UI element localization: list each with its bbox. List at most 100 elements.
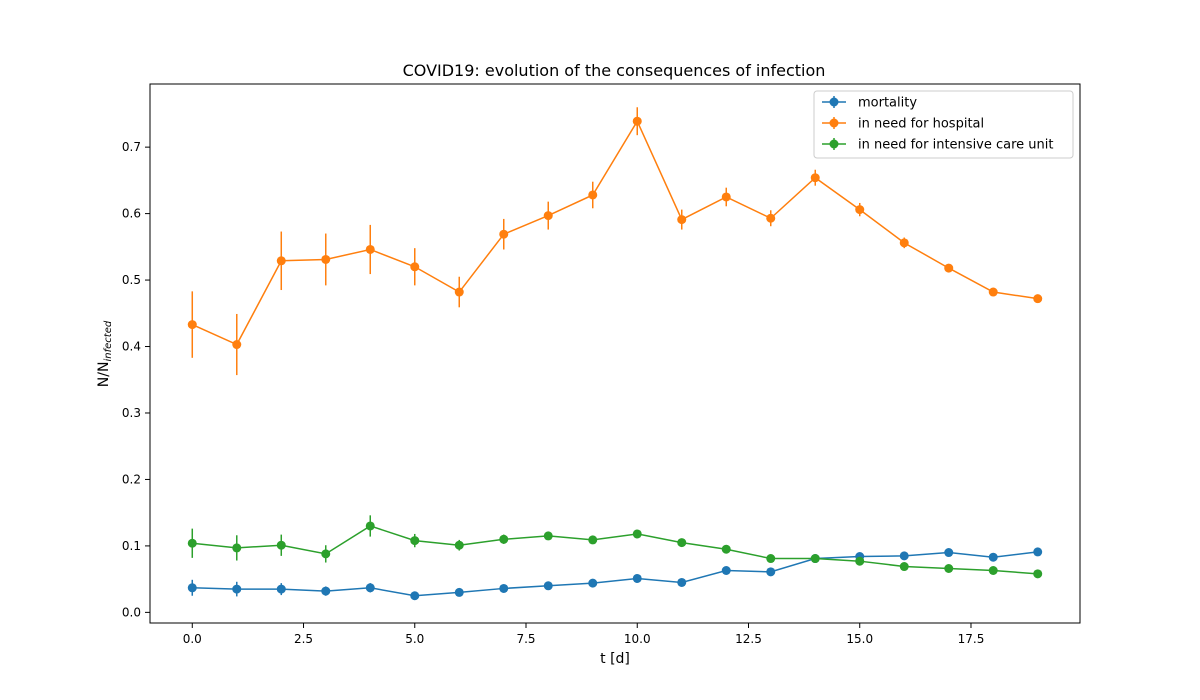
data-point xyxy=(588,190,598,200)
data-point xyxy=(810,554,820,564)
legend-label: in need for hospital xyxy=(858,117,984,132)
data-point xyxy=(721,565,731,575)
data-point xyxy=(454,587,464,597)
data-point xyxy=(454,287,464,297)
data-point xyxy=(410,591,420,601)
data-point xyxy=(321,549,331,559)
data-point xyxy=(721,544,731,554)
series-line xyxy=(192,551,1038,597)
data-point xyxy=(276,540,286,550)
data-point xyxy=(276,584,286,594)
data-point xyxy=(766,554,776,564)
x-tick-label: 12.5 xyxy=(735,632,762,646)
plot-area xyxy=(187,107,1043,601)
data-point xyxy=(499,229,509,239)
data-point xyxy=(855,205,865,215)
data-point xyxy=(232,584,242,594)
legend-box xyxy=(813,90,1074,159)
y-tick-label: 0.3 xyxy=(122,406,141,420)
x-axis-label: t [d] xyxy=(600,651,630,667)
data-point xyxy=(944,564,954,574)
data-point xyxy=(899,238,909,248)
data-point xyxy=(365,521,375,531)
x-tick-label: 2.5 xyxy=(294,632,313,646)
series-0 xyxy=(187,547,1043,601)
x-tick-label: 10.0 xyxy=(624,632,651,646)
y-axis-label-subscript: infected xyxy=(103,320,114,361)
data-point xyxy=(187,583,197,593)
y-tick-label: 0.2 xyxy=(122,472,141,486)
x-tick-label: 5.0 xyxy=(405,632,424,646)
data-point xyxy=(276,256,286,266)
data-point xyxy=(677,538,687,548)
data-point xyxy=(944,263,954,273)
series-1 xyxy=(187,107,1043,376)
x-tick-label: 7.5 xyxy=(516,632,535,646)
data-point xyxy=(988,565,998,575)
series-line xyxy=(191,119,1038,346)
data-point xyxy=(454,540,464,550)
data-point xyxy=(766,567,776,577)
y-tick-label: 0.4 xyxy=(122,340,141,354)
data-point xyxy=(677,215,687,225)
data-point xyxy=(766,213,776,223)
y-tick-label: 0.6 xyxy=(122,207,141,221)
data-point xyxy=(588,535,598,545)
data-point xyxy=(187,320,197,330)
data-point xyxy=(1033,294,1043,304)
legend-label: mortality xyxy=(858,96,917,111)
data-point xyxy=(944,548,954,558)
data-point xyxy=(365,244,375,254)
legend-marker xyxy=(829,139,839,149)
legend-marker xyxy=(829,118,839,128)
y-axis-label-main: N/N xyxy=(96,362,112,388)
data-point xyxy=(499,583,509,593)
x-tick-label: 0.0 xyxy=(183,632,202,646)
y-tick-label: 0.5 xyxy=(122,273,141,287)
data-point xyxy=(499,534,509,544)
legend-item: in need for hospital xyxy=(822,117,984,132)
y-axis-label: N/Ninfected xyxy=(96,320,114,387)
data-point xyxy=(988,552,998,562)
x-tick-label: 15.0 xyxy=(846,632,873,646)
data-point xyxy=(1033,569,1043,579)
data-point xyxy=(899,562,909,572)
data-point xyxy=(677,577,687,587)
data-point xyxy=(632,573,642,583)
data-point xyxy=(810,173,820,183)
x-axis: 0.0 2.5 5.0 7.5 10.0 12.5 15.0 17.5 xyxy=(183,623,985,646)
legend: mortality in need for hospital in need for… xyxy=(813,90,1074,159)
data-point xyxy=(321,254,331,264)
y-axis: 0.0 0.1 0.2 0.3 0.4 0.5 0.6 0.7 xyxy=(122,140,150,619)
axes-frame xyxy=(149,83,1081,624)
data-point xyxy=(543,581,553,591)
data-point xyxy=(721,192,731,202)
legend-marker xyxy=(829,97,839,107)
legend-label: in need for intensive care unit xyxy=(858,138,1054,153)
data-point xyxy=(855,556,865,566)
series-line xyxy=(192,525,1038,575)
y-tick-label: 0.7 xyxy=(122,140,141,154)
data-point xyxy=(899,551,909,561)
legend-item: in need for intensive care unit xyxy=(822,138,1054,153)
series-2 xyxy=(187,515,1043,579)
data-point xyxy=(232,340,242,350)
data-point xyxy=(988,287,998,297)
legend-item: mortality xyxy=(822,96,917,111)
data-point xyxy=(410,262,420,272)
data-point xyxy=(632,116,642,126)
data-point xyxy=(365,583,375,593)
data-point xyxy=(232,543,242,553)
data-point xyxy=(632,529,642,539)
data-point xyxy=(588,578,598,588)
data-point xyxy=(1033,547,1043,557)
data-point xyxy=(543,531,553,541)
x-tick-label: 17.5 xyxy=(958,632,985,646)
y-tick-label: 0.1 xyxy=(122,539,141,553)
y-tick-label: 0.0 xyxy=(122,605,141,619)
data-point xyxy=(321,586,331,596)
chart-title: COVID19: evolution of the consequences o… xyxy=(403,61,826,80)
data-point xyxy=(187,538,197,548)
data-point xyxy=(543,211,553,221)
